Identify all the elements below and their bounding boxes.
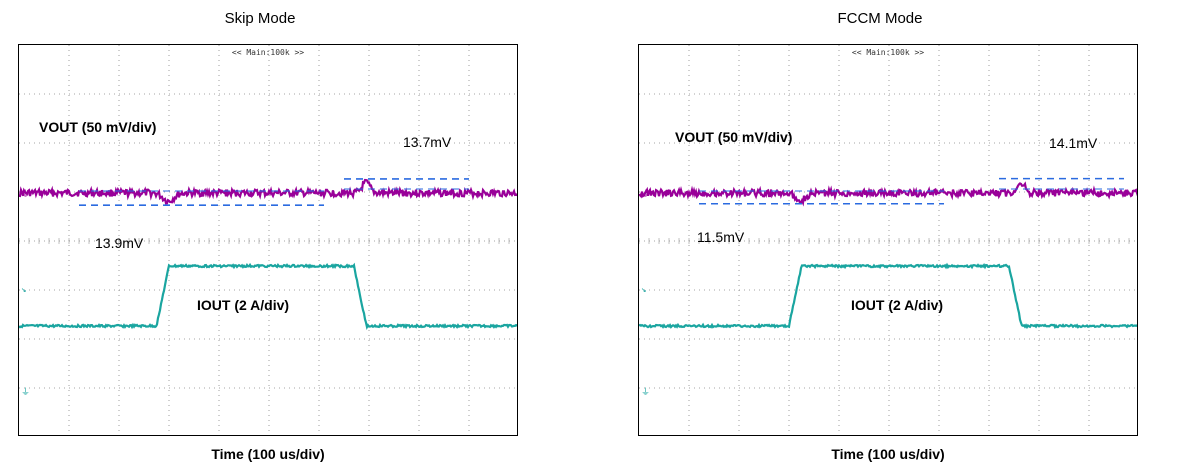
undershoot-label: 11.5mV: [697, 229, 745, 245]
iout-channel-label: IOUT (2 A/div): [197, 297, 290, 313]
timebase-marker: << Main:100k >>: [851, 48, 925, 57]
iout-channel-label: IOUT (2 A/div): [851, 297, 944, 313]
overshoot-label: 13.7mV: [403, 134, 452, 150]
x-axis-label: Time (100 us/div): [211, 446, 325, 462]
waveform-plot: ⏚ ↘ ⏚: [19, 45, 517, 435]
ch3-marker: ⏚: [21, 387, 30, 398]
scope-screen: ⏚ ↘ ⏚ << Main:100k >> VOUT (50 mV/div) 13.…: [18, 44, 518, 436]
skip-mode-panel: Skip Mode ⏚ ↘ ⏚ << Main:100k >> VOUT (50 m…: [0, 0, 520, 466]
timebase-marker: << Main:100k >>: [231, 48, 305, 57]
x-axis-label: Time (100 us/div): [831, 446, 945, 462]
vout-channel-label: VOUT (50 mV/div): [39, 119, 157, 135]
ch3-marker: ⏚: [641, 387, 650, 398]
ch1-marker: ⏚: [21, 189, 30, 200]
vout-trace: [639, 181, 1137, 207]
chart-title: Skip Mode: [224, 10, 296, 27]
scope-screen: ⏚ ↘ ⏚ << Main:100k >> VOUT (50 mV/div) 14.…: [638, 44, 1138, 436]
vout-trace: [19, 178, 517, 205]
ch2-marker: ↘: [641, 285, 646, 295]
ch2-marker: ↘: [21, 285, 26, 295]
chart-title: FCCM Mode: [837, 10, 923, 27]
ch1-marker: ⏚: [641, 189, 650, 200]
waveform-plot: ⏚ ↘ ⏚: [639, 45, 1137, 435]
iout-trace: [19, 262, 517, 331]
vout-channel-label: VOUT (50 mV/div): [675, 129, 793, 145]
iout-trace: [639, 262, 1137, 330]
fccm-mode-panel: FCCM Mode ⏚ ↘ ⏚ << Main:100k >> VOUT (50 m…: [620, 0, 1140, 466]
overshoot-label: 14.1mV: [1049, 135, 1098, 151]
undershoot-label: 13.9mV: [95, 235, 144, 251]
